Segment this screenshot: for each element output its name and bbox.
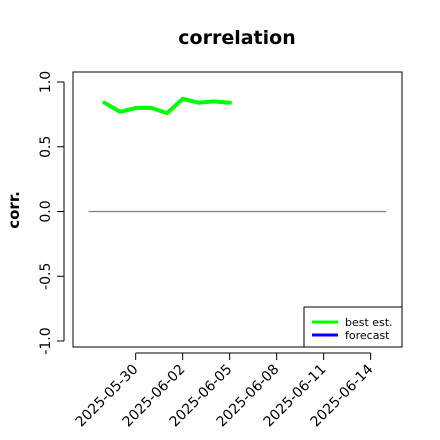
y-tick-label-0: -1.0 [38,327,54,354]
plot-frame [72,71,403,348]
y-axis-label: corr. [5,191,23,229]
legend-label-forecast: forecast [345,329,390,342]
series-layer [102,96,232,116]
y-tick-label-2: 0.0 [38,200,54,222]
legend-box [303,306,403,348]
y-axis: -1.0 -0.5 0.0 0.5 1.0 [38,71,65,355]
y-tick-label-3: 0.5 [38,136,54,158]
y-tick-label-4: 1.0 [38,71,54,93]
legend: best est. forecast [303,306,403,348]
x-axis: 2025-05-302025-06-022025-06-052025-06-08… [73,352,377,430]
y-tick-label-1: -0.5 [38,263,54,290]
chart-title: correlation [178,27,295,49]
legend-label-best-est: best est. [345,316,393,329]
series-line-0 [102,96,232,116]
